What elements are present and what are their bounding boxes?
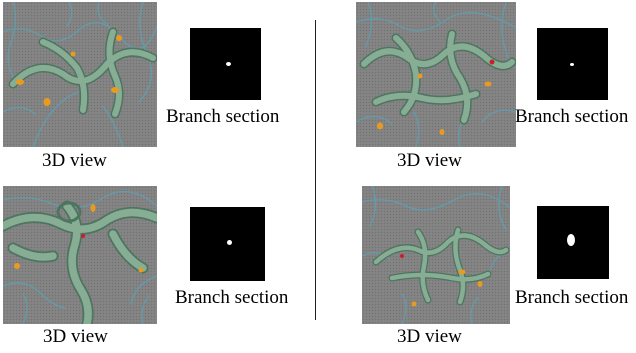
section-label: Branch section bbox=[175, 287, 289, 308]
branch-section-image bbox=[190, 28, 261, 100]
view-label: 3D view bbox=[397, 150, 462, 171]
3d-view-image bbox=[3, 2, 157, 147]
branch-section-image bbox=[537, 206, 609, 279]
panel-divider bbox=[315, 20, 317, 320]
section-blob bbox=[227, 240, 232, 245]
section-label: Branch section bbox=[166, 106, 280, 127]
view-label: 3D view bbox=[42, 150, 107, 171]
view-label: 3D view bbox=[43, 326, 108, 347]
section-label: Branch section bbox=[515, 106, 629, 127]
section-blob bbox=[226, 62, 231, 66]
section-label: Branch section bbox=[515, 287, 629, 308]
section-blob bbox=[567, 234, 575, 246]
view-label: 3D view bbox=[397, 326, 462, 347]
3d-view-image bbox=[362, 186, 510, 324]
branch-section-image bbox=[190, 207, 265, 281]
branch-section-image bbox=[537, 28, 608, 100]
3d-view-image bbox=[356, 2, 516, 147]
section-blob bbox=[570, 63, 574, 66]
3d-view-image bbox=[3, 186, 157, 324]
